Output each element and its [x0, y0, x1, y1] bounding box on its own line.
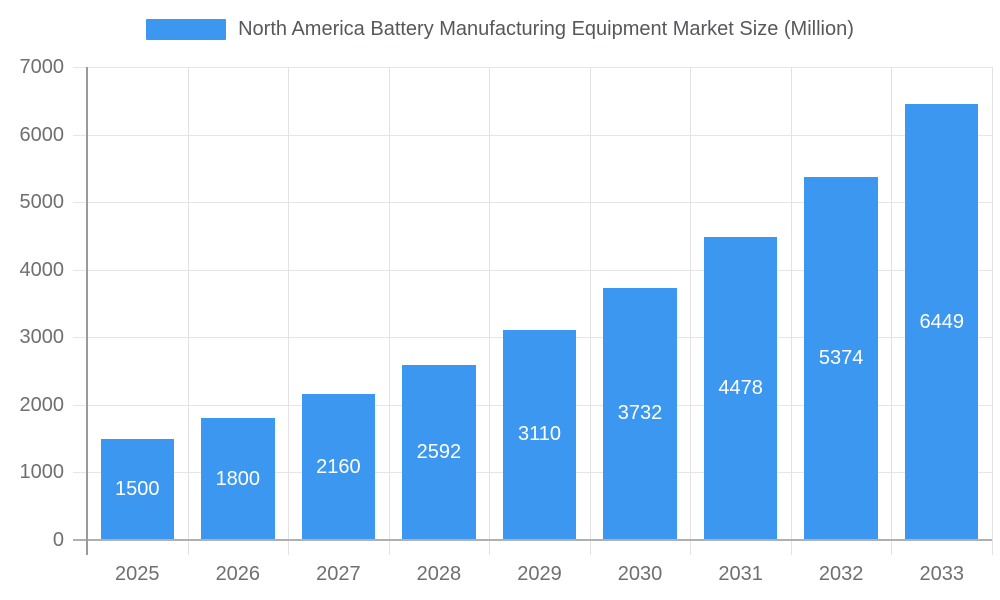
v-gridline: [891, 67, 893, 555]
plot-area: 0 1000 2000 3000 4000 5000 6000 7000 1500 2025 180…: [20, 57, 993, 585]
bar-value-label: 2160: [316, 455, 361, 478]
x-tick-label: 2026: [215, 563, 261, 585]
bar[interactable]: 3110: [502, 329, 577, 540]
x-tick-label: 2031: [718, 563, 763, 585]
v-gridline: [388, 67, 390, 555]
bar-value-label: 4478: [718, 377, 763, 400]
bar-value-label: 3732: [617, 402, 663, 425]
y-tick-label: 0: [52, 529, 64, 551]
y-axis-line: [86, 67, 88, 555]
bar[interactable]: 4478: [703, 237, 778, 540]
y-tick-label: 6000: [19, 123, 65, 146]
x-tick-label: 2032: [818, 563, 864, 585]
x-tick-label: 2027: [316, 563, 361, 585]
bar[interactable]: 6449: [905, 104, 979, 540]
bar-value-label: 3110: [517, 423, 561, 446]
y-tick-label: 4000: [19, 258, 65, 281]
bar[interactable]: 1500: [100, 438, 174, 540]
v-gridline: [690, 67, 692, 555]
bar-value-label: 5374: [818, 346, 864, 369]
y-tick-label: 3000: [19, 326, 65, 349]
bar-value-label: 6449: [919, 310, 964, 333]
x-tick-label: 2030: [617, 563, 663, 585]
bar[interactable]: 5374: [804, 176, 878, 540]
y-tick-label: 5000: [19, 191, 65, 214]
v-gridline: [288, 67, 290, 555]
y-tick-label: 7000: [19, 56, 65, 78]
x-tick-label: 2025: [115, 563, 160, 585]
x-tick-label: 2028: [416, 563, 462, 585]
h-gridline: [73, 202, 992, 204]
legend[interactable]: North America Battery Manufacturing Equi…: [0, 18, 1000, 41]
h-gridline: [73, 134, 992, 136]
v-gridline: [992, 67, 993, 555]
v-gridline: [489, 67, 491, 555]
bar-value-label: 1800: [215, 467, 261, 490]
legend-swatch: [146, 19, 227, 40]
x-axis-line: [73, 539, 992, 541]
bar[interactable]: 3732: [603, 287, 677, 540]
legend-label: North America Battery Manufacturing Equi…: [238, 18, 854, 40]
bar[interactable]: 2592: [402, 364, 476, 540]
x-tick-label: 2033: [919, 563, 964, 585]
bar-value-label: 2592: [416, 440, 462, 463]
h-gridline: [73, 269, 992, 271]
h-gridline: [73, 67, 992, 68]
bar[interactable]: 2160: [301, 394, 376, 540]
bar[interactable]: 1800: [201, 418, 275, 540]
y-tick-label: 1000: [19, 461, 65, 484]
v-gridline: [790, 67, 792, 555]
v-gridline: [589, 67, 591, 555]
y-tick-label: 2000: [19, 393, 65, 416]
v-gridline: [187, 67, 189, 555]
bar-value-label: 1500: [115, 477, 160, 500]
x-tick-label: 2029: [517, 563, 562, 585]
